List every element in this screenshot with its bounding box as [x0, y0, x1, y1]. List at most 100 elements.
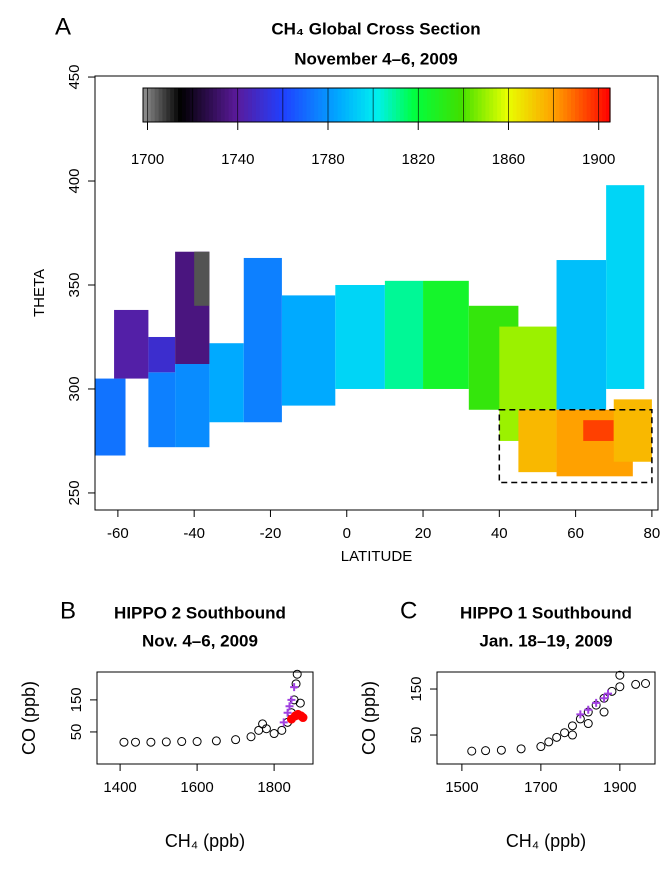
colorbar-swatch	[349, 88, 354, 122]
colorbar-swatch	[306, 88, 311, 122]
point	[544, 737, 554, 747]
point	[481, 746, 491, 756]
colorbar-swatch	[364, 88, 370, 122]
point	[560, 728, 570, 738]
colorbar-tick-label: 1700	[131, 151, 164, 168]
point	[615, 670, 625, 680]
point	[285, 702, 294, 711]
x-axis-label: LATITUDE	[341, 548, 412, 565]
x-tick-label: 1900	[603, 779, 636, 796]
colorbar-swatch	[520, 88, 525, 122]
plot-frame	[436, 671, 656, 765]
y-tick-label: 250	[66, 480, 83, 505]
colorbar-swatch	[368, 88, 374, 122]
colorbar-swatch	[150, 88, 156, 122]
colorbar-swatch	[174, 88, 179, 122]
point	[536, 742, 546, 752]
colorbar-swatch	[158, 88, 164, 122]
y-tick-label: 400	[66, 169, 83, 194]
colorbar-swatch	[263, 88, 269, 122]
point	[592, 698, 601, 707]
heatmap-cell	[281, 295, 336, 406]
colorbar-swatch	[166, 88, 171, 122]
panel-label: C	[400, 597, 417, 624]
x-tick-label: 1800	[257, 779, 290, 796]
colorbar-swatch	[532, 88, 537, 122]
x-tick-label: 1400	[103, 779, 136, 796]
point	[146, 737, 156, 747]
colorbar-swatch	[469, 88, 475, 122]
x-tick-label: 1600	[180, 779, 213, 796]
colorbar-swatch	[571, 88, 576, 122]
point	[292, 669, 302, 679]
heatmap-cell	[114, 309, 149, 379]
colorbar-swatch	[590, 88, 596, 122]
point	[496, 745, 506, 755]
point	[119, 737, 129, 747]
colorbar-swatch	[259, 88, 265, 122]
colorbar-swatch	[337, 88, 343, 122]
colorbar-swatch	[244, 88, 249, 122]
colorbar-swatch	[594, 88, 599, 122]
y-tick-label: 50	[68, 724, 85, 741]
point	[552, 732, 562, 742]
point	[615, 682, 625, 692]
point	[576, 710, 585, 719]
colorbar-tick-label: 1780	[311, 151, 344, 168]
colorbar-swatch	[143, 88, 148, 122]
chart-subtitle: Nov. 4–6, 2009	[142, 631, 258, 650]
colorbar-swatch	[384, 88, 389, 122]
colorbar-swatch	[357, 88, 362, 122]
heatmap-cell	[613, 399, 652, 462]
y-axis-label: THETA	[31, 269, 48, 317]
colorbar-swatch	[294, 88, 300, 122]
chart-subtitle: Jan. 18–19, 2009	[479, 631, 612, 650]
colorbar-swatch	[310, 88, 315, 122]
point	[567, 721, 577, 731]
point	[161, 737, 171, 747]
colorbar-swatch	[563, 88, 568, 122]
colorbar-swatch	[458, 88, 463, 122]
colorbar-swatch	[454, 88, 459, 122]
colorbar-swatch	[271, 88, 276, 122]
y-axis-label: CO (ppb)	[359, 681, 379, 755]
colorbar-swatch	[504, 88, 510, 122]
y-tick-label: 300	[66, 376, 83, 401]
x-tick-label: 1700	[524, 779, 557, 796]
colorbar-swatch	[185, 88, 191, 122]
colorbar-swatch	[574, 88, 580, 122]
colorbar-swatch	[228, 88, 234, 122]
x-tick-label: -60	[107, 525, 129, 542]
colorbar-swatch	[586, 88, 592, 122]
colorbar-swatch	[224, 88, 230, 122]
colorbar-swatch	[438, 88, 444, 122]
colorbar-swatch	[543, 88, 549, 122]
colorbar-swatch	[380, 88, 385, 122]
colorbar-swatch	[411, 88, 417, 122]
panel-label: B	[60, 597, 76, 624]
x-tick-label: 60	[567, 525, 584, 542]
colorbar-swatch	[189, 88, 195, 122]
colorbar-swatch	[427, 88, 432, 122]
colorbar-swatch	[430, 88, 436, 122]
colorbar-swatch	[205, 88, 210, 122]
colorbar-swatch	[466, 88, 471, 122]
colorbar-swatch	[567, 88, 572, 122]
colorbar-swatch	[329, 88, 335, 122]
colorbar-swatch	[602, 88, 607, 122]
point	[631, 679, 641, 689]
colorbar-swatch	[216, 88, 222, 122]
colorbar-swatch	[442, 88, 448, 122]
heatmap-cell	[583, 420, 614, 441]
heatmap-cell	[335, 284, 385, 389]
colorbar-swatch	[481, 88, 487, 122]
colorbar-swatch	[314, 88, 319, 122]
colorbar-swatch	[578, 88, 584, 122]
colorbar-swatch	[251, 88, 257, 122]
colorbar-swatch	[489, 88, 494, 122]
colorbar-swatch	[286, 88, 292, 122]
colorbar-swatch	[360, 88, 366, 122]
colorbar-swatch	[473, 88, 479, 122]
point	[298, 713, 308, 723]
heatmap-cell	[556, 260, 607, 410]
